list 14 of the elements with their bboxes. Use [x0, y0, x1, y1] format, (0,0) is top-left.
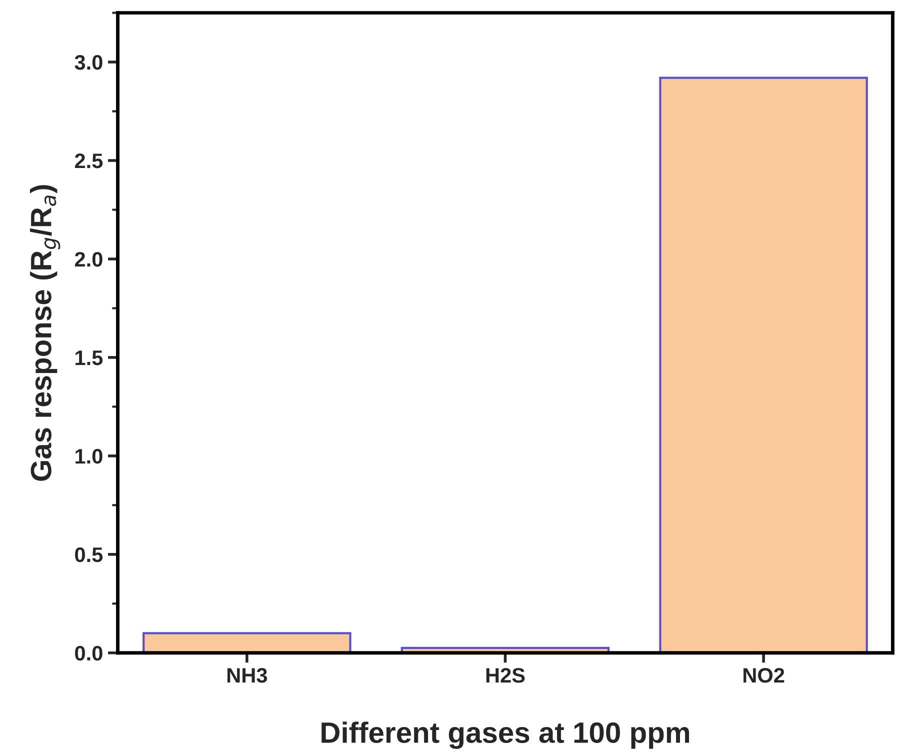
x-tick-label: H2S: [486, 668, 525, 683]
y-tick-label: 1.5: [76, 350, 103, 366]
y-axis-title: Gas response (R$_{g}$/R$_{a}$): [30, 185, 60, 481]
y-tick-label: 0.5: [75, 547, 103, 562]
y-tick-label: 2.0: [74, 252, 102, 267]
x-axis-title: Different gases at 100 ppm: [322, 722, 690, 749]
bar: [142, 632, 352, 653]
y-tick-label: 2.5: [74, 154, 103, 168]
bar: [659, 76, 868, 653]
x-tick-label: NO2: [744, 668, 784, 683]
x-tick-label: NH3: [227, 668, 268, 683]
y-tick-label: 1.0: [76, 448, 102, 464]
y-tick-label: 0.0: [75, 646, 102, 661]
y-tick-label: 3.0: [74, 55, 102, 70]
